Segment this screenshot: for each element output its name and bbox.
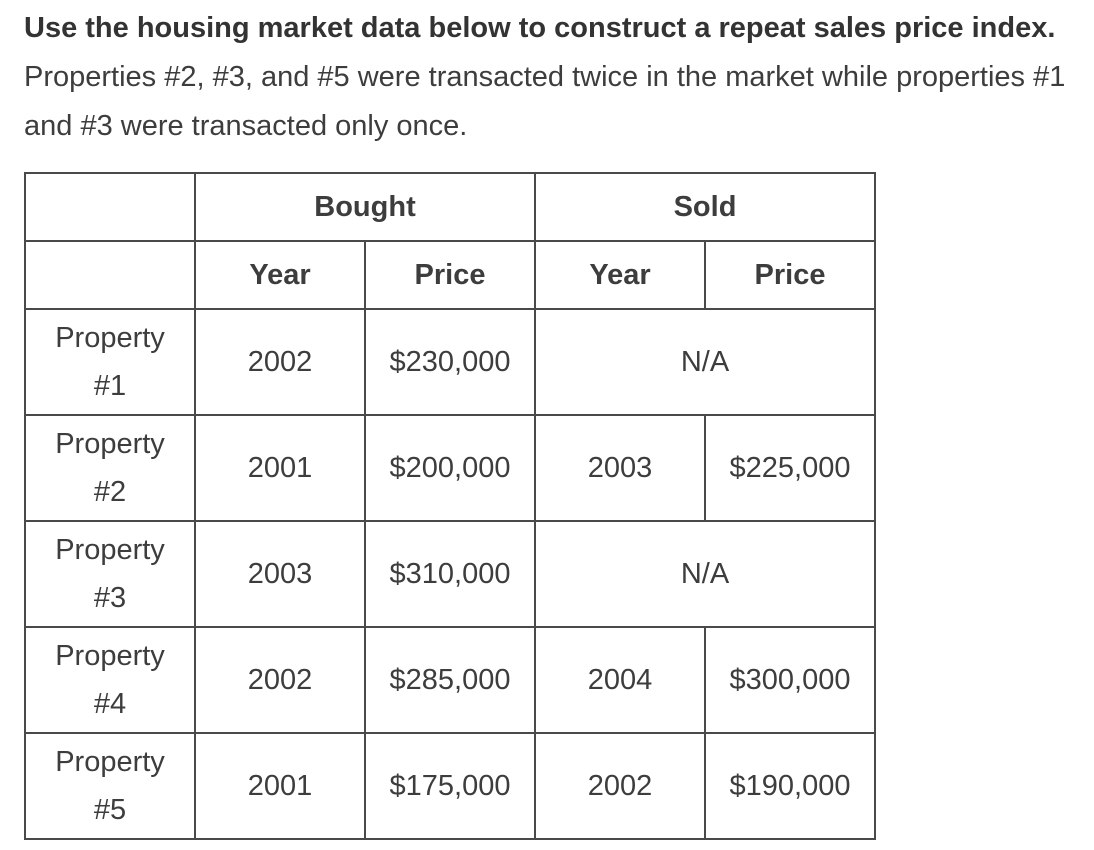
sold-year-cell: 2003 bbox=[534, 414, 706, 522]
row-label-line2: #4 bbox=[93, 688, 127, 720]
bought-year-cell: 2002 bbox=[194, 626, 366, 734]
sold-year-cell: 2002 bbox=[534, 732, 706, 840]
table-row-property-5: Property #5 2001 $175,000 2002 $190,000 bbox=[24, 732, 876, 840]
question-regular-text: Properties #2, #3, and #5 were transacte… bbox=[24, 61, 1066, 142]
row-label-line1: Property bbox=[55, 640, 165, 672]
sold-price-cell: $190,000 bbox=[704, 732, 876, 840]
table-row-property-3: Property #3 2003 $310,000 N/A bbox=[24, 520, 876, 628]
sold-price-cell: $300,000 bbox=[704, 626, 876, 734]
sold-na-cell: N/A bbox=[534, 308, 876, 416]
group-header-row: Bought Sold bbox=[24, 172, 876, 242]
bought-header: Bought bbox=[194, 172, 536, 242]
question-text: Use the housing market data below to con… bbox=[24, 4, 1092, 151]
bought-price-cell: $200,000 bbox=[364, 414, 536, 522]
row-label-line2: #2 bbox=[93, 476, 127, 508]
table-row-property-1: Property #1 2002 $230,000 N/A bbox=[24, 308, 876, 416]
bought-year-cell: 2002 bbox=[194, 308, 366, 416]
row-label-line1: Property bbox=[55, 428, 165, 460]
bought-year-cell: 2003 bbox=[194, 520, 366, 628]
bought-year-header: Year bbox=[194, 240, 366, 310]
sold-na-cell: N/A bbox=[534, 520, 876, 628]
row-label: Property #2 bbox=[24, 414, 196, 522]
corner-subheader-cell bbox=[24, 240, 196, 310]
row-label-line1: Property bbox=[55, 322, 165, 354]
sold-header: Sold bbox=[534, 172, 876, 242]
table-row-property-2: Property #2 2001 $200,000 2003 $225,000 bbox=[24, 414, 876, 522]
sold-price-cell: $225,000 bbox=[704, 414, 876, 522]
bought-year-cell: 2001 bbox=[194, 732, 366, 840]
corner-header-cell bbox=[24, 172, 196, 242]
row-label: Property #5 bbox=[24, 732, 196, 840]
row-label-line1: Property bbox=[55, 534, 165, 566]
row-label-line2: #1 bbox=[93, 370, 127, 402]
sold-price-header: Price bbox=[704, 240, 876, 310]
row-label: Property #4 bbox=[24, 626, 196, 734]
question-bold-text: Use the housing market data below to con… bbox=[24, 12, 1056, 44]
bought-price-cell: $310,000 bbox=[364, 520, 536, 628]
bought-price-cell: $175,000 bbox=[364, 732, 536, 840]
row-label-line1: Property bbox=[55, 746, 165, 778]
bought-price-header: Price bbox=[364, 240, 536, 310]
bought-price-cell: $230,000 bbox=[364, 308, 536, 416]
row-label: Property #3 bbox=[24, 520, 196, 628]
housing-data-table: Bought Sold Year Price Year Price Proper… bbox=[24, 172, 876, 840]
sold-year-cell: 2004 bbox=[534, 626, 706, 734]
bought-price-cell: $285,000 bbox=[364, 626, 536, 734]
sold-year-header: Year bbox=[534, 240, 706, 310]
table-row-property-4: Property #4 2002 $285,000 2004 $300,000 bbox=[24, 626, 876, 734]
row-label-line2: #3 bbox=[93, 582, 127, 614]
sub-header-row: Year Price Year Price bbox=[24, 240, 876, 310]
row-label-line2: #5 bbox=[93, 794, 127, 826]
bought-year-cell: 2001 bbox=[194, 414, 366, 522]
row-label: Property #1 bbox=[24, 308, 196, 416]
